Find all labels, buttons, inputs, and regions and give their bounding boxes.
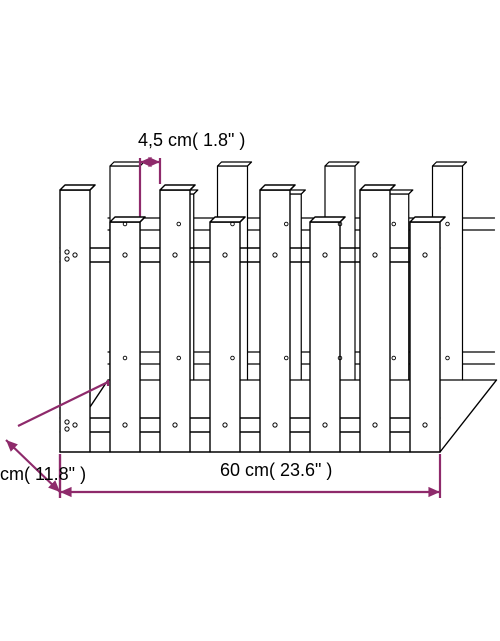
front-slat-cap (210, 217, 245, 222)
side-edge-r (440, 380, 497, 452)
front-slat-cap (60, 185, 95, 190)
front-slat-cap (410, 217, 445, 222)
back-slat-cap (218, 162, 252, 166)
front-slat (410, 222, 440, 452)
dim-label-depth: cm( 11.8" ) (0, 464, 86, 485)
front-slat (60, 190, 90, 452)
front-slat-cap (110, 217, 145, 222)
dim-label-gap: 4,5 cm( 1.8" ) (138, 130, 245, 151)
dim-label-width: 60 cm( 23.6" ) (220, 460, 332, 481)
back-slat-cap (325, 162, 359, 166)
front-slat (210, 222, 240, 452)
front-slat-cap (360, 185, 395, 190)
front-slat (360, 190, 390, 452)
back-slat-cap (433, 162, 467, 166)
front-slat (110, 222, 140, 452)
front-slat-cap (310, 217, 345, 222)
front-slat-cap (260, 185, 295, 190)
front-slat (310, 222, 340, 452)
front-slat-cap (160, 185, 195, 190)
planter-diagram (0, 0, 500, 641)
front-slat (160, 190, 190, 452)
front-slat (260, 190, 290, 452)
